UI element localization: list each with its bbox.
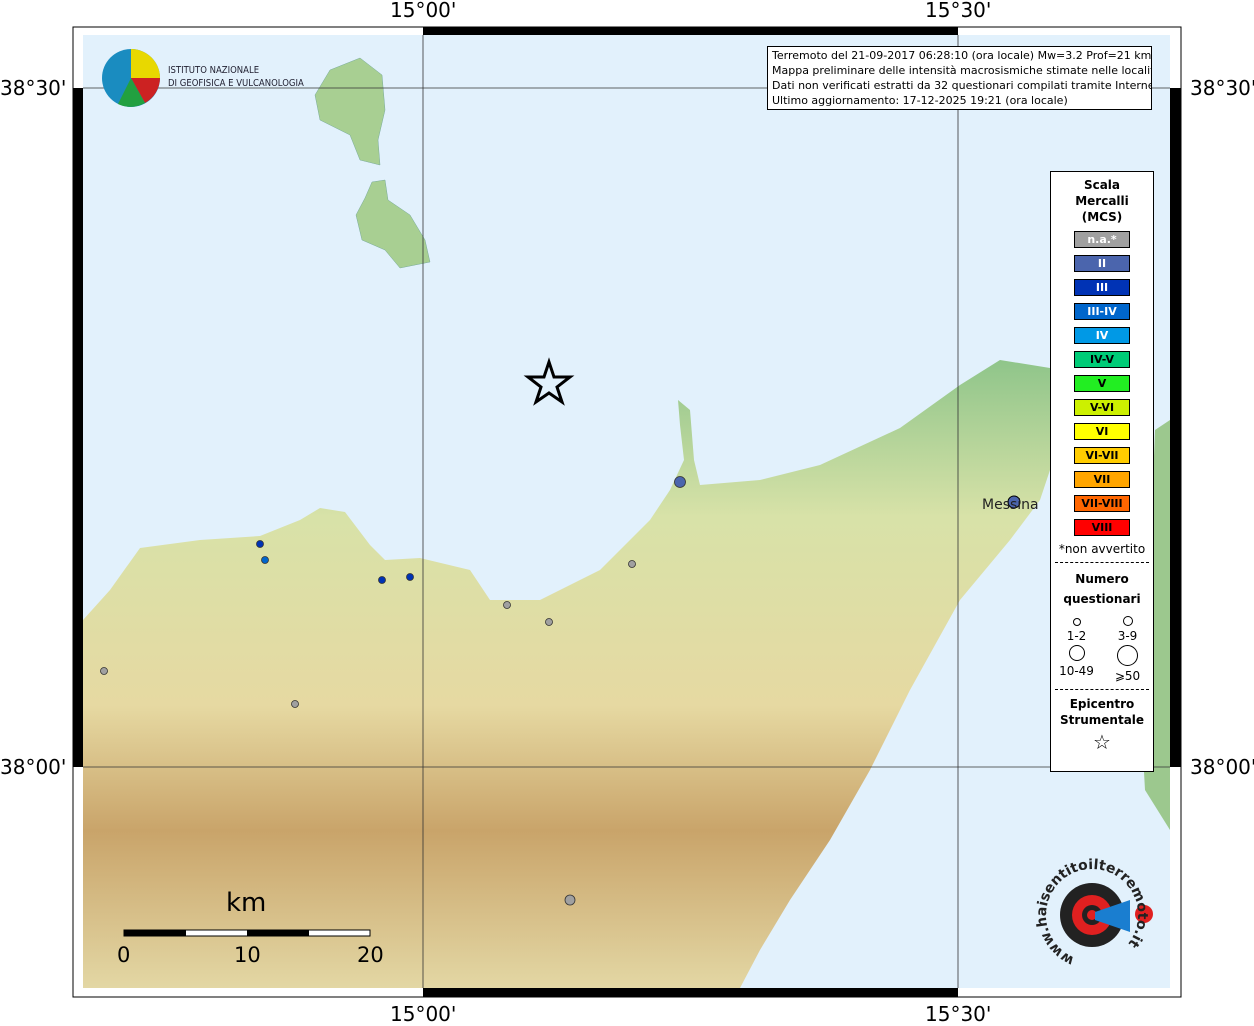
legend-swatch-vii: VII [1074,471,1130,488]
lat-label-left-bottom: 38°00' [0,755,67,779]
size-circle-icon [1068,645,1085,661]
observation-point[interactable] [378,576,386,584]
lat-label-left-top: 38°30' [0,76,67,100]
legend-title: (MCS) [1081,210,1123,224]
scale-bar [123,929,371,937]
size-circle-icon [1117,645,1138,666]
observation-point[interactable] [256,540,264,548]
star-icon: ☆ [1093,730,1111,754]
lon-label-bottom-right: 15°30' [925,1002,992,1026]
size-circle-icon [1122,616,1133,626]
info-line: Terremoto del 21-09-2017 06:28:10 (ora l… [772,49,1152,62]
scale-tick-0: 0 [117,943,131,967]
size-circle-icon [1072,618,1081,626]
legend-swatch-ii: II [1074,255,1130,272]
epicenter-title: Strumentale [1059,713,1145,727]
frame-bars [73,27,1181,997]
size-label: 1-2 [1066,629,1087,643]
info-line: Ultimo aggiornamento: 17-12-2025 19:21 (… [772,94,1068,107]
scale-unit: km [226,888,267,918]
ingv-line1: ISTITUTO NAZIONALE [168,65,260,76]
legend-footnote: *non avvertito [1058,542,1146,556]
info-line: Dati non verificati estratti da 32 quest… [772,79,1152,92]
legend-swatch-iv: IV [1074,327,1130,344]
lon-label-bottom-left: 15°00' [390,1002,457,1026]
observation-point[interactable] [261,556,269,564]
size-label: 10-49 [1059,664,1094,678]
questionnaires-title: questionari [1063,592,1141,606]
observation-point[interactable] [564,894,576,906]
lat-label-right-top: 38°30' [1190,76,1254,100]
legend-swatch-vi: VI [1074,423,1130,440]
observation-point[interactable] [406,573,414,581]
legend-swatch-v: V [1074,375,1130,392]
epicenter-star [523,357,575,406]
lon-label-top-right: 15°30' [925,0,992,22]
scale-tick-20: 20 [357,943,384,967]
size-label: ⩾50 [1114,669,1141,683]
legend-title: Mercalli [1075,194,1129,208]
ingv-line2: DI GEOFISICA E VULCANOLOGIA [168,78,304,89]
legend-swatch-v-vi: V-VI [1074,399,1130,416]
scale-tick-10: 10 [234,943,261,967]
mercalli-legend: Scala Mercalli (MCS) n.a.* II III III-IV IV I… [1050,171,1154,772]
epicenter-title: Epicentro [1069,697,1135,711]
legend-swatch-iii: III [1074,279,1130,296]
legend-swatch-vii-viii: VII-VIII [1074,495,1130,512]
observation-point[interactable] [628,560,636,568]
observation-point[interactable] [674,476,686,488]
legend-swatch-iii-iv: III-IV [1074,303,1130,320]
legend-swatch-viii: VIII [1074,519,1130,536]
legend-title: Scala [1083,178,1121,192]
lat-label-right-bottom: 38°00' [1190,755,1254,779]
ingv-logo-text: ISTITUTO NAZIONALE DI GEOFISICA E VULCAN… [168,64,304,90]
lon-label-top-left: 15°00' [390,0,457,22]
observation-point[interactable] [503,601,511,609]
observation-point[interactable] [291,700,299,708]
observation-point[interactable] [545,618,553,626]
legend-swatch-iv-v: IV-V [1074,351,1130,368]
vulcano-island [355,179,431,269]
legend-swatch-vi-vii: VI-VII [1074,447,1130,464]
ingv-logo-globe [102,49,160,107]
size-label: 3-9 [1117,629,1138,643]
observation-point[interactable] [100,667,108,675]
event-info-box: Terremoto del 21-09-2017 06:28:10 (ora l… [767,46,1152,110]
legend-swatch-n-a-: n.a.* [1074,231,1130,248]
messina-marker [1007,495,1021,509]
sicily-land [83,360,1050,988]
city-label-messina: Messina [982,497,1039,513]
info-line: Mappa preliminare delle intensità macros… [772,64,1152,77]
lipari-island [314,57,386,166]
questionnaires-title: Numero [1075,572,1129,586]
